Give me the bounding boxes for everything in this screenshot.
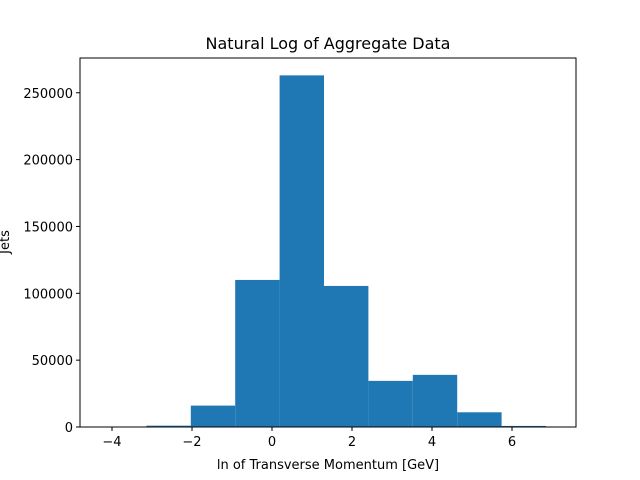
y-axis-ticks: 0 50000 100000 150000 200000 250000 [23,87,80,436]
histogram-bar [190,405,236,427]
x-tick-label: −4 [102,435,121,450]
histogram-bar [146,425,191,427]
histogram-bar [279,75,324,427]
x-tick-label: −2 [182,435,201,450]
y-tick-label: 250000 [23,87,73,102]
x-tick-label: 0 [268,435,276,450]
y-tick-label: 0 [65,421,73,436]
x-axis-ticks: −4 −2 0 2 4 6 [102,427,516,450]
bars-group [102,75,546,427]
histogram-bar [412,374,458,427]
histogram-bar [501,425,546,427]
x-tick-label: 4 [428,435,436,450]
plot-frame [79,57,577,428]
histogram-bar [324,285,369,427]
histogram-bar [235,279,280,427]
chart-title: Natural Log of Aggregate Data [206,34,451,53]
histogram-bar [368,380,413,427]
y-axis-label: Jets [0,230,13,255]
x-tick-label: 6 [508,435,516,450]
x-tick-label: 2 [348,435,356,450]
y-tick-label: 50000 [32,354,73,369]
histogram-bar [457,412,502,427]
y-tick-label: 150000 [23,220,73,235]
y-tick-label: 100000 [23,287,73,302]
y-tick-label: 200000 [23,154,73,169]
x-axis-label: ln of Transverse Momentum [GeV] [217,458,439,473]
